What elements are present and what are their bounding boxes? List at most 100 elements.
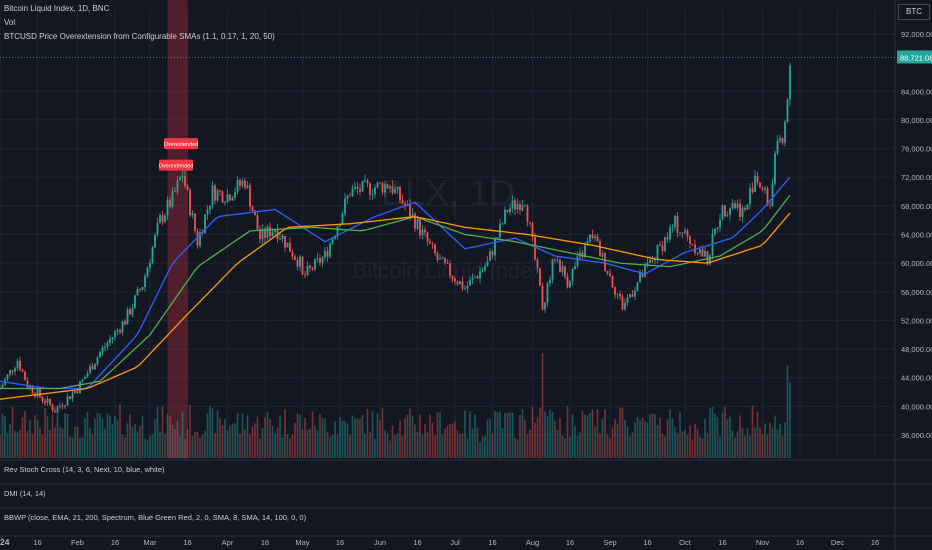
candle[interactable] xyxy=(241,180,244,186)
candle[interactable] xyxy=(461,281,464,289)
candle[interactable] xyxy=(244,180,246,188)
candle[interactable] xyxy=(689,236,691,244)
candle[interactable] xyxy=(94,364,96,370)
candle[interactable] xyxy=(674,215,676,227)
candle[interactable] xyxy=(264,228,266,238)
candle[interactable] xyxy=(334,235,336,239)
candle[interactable] xyxy=(314,258,316,270)
candle[interactable] xyxy=(111,337,114,340)
candle[interactable] xyxy=(76,390,79,394)
candle[interactable] xyxy=(581,252,584,258)
candle[interactable] xyxy=(414,213,416,229)
candle[interactable] xyxy=(629,294,631,298)
candle[interactable] xyxy=(351,188,354,196)
candle[interactable] xyxy=(69,396,71,400)
candle[interactable] xyxy=(759,182,761,188)
candle[interactable] xyxy=(449,263,451,276)
candle[interactable] xyxy=(99,352,101,358)
candle[interactable] xyxy=(89,366,91,374)
candle[interactable] xyxy=(1,384,4,389)
candle[interactable] xyxy=(429,241,431,244)
candle[interactable] xyxy=(279,238,281,240)
candle[interactable] xyxy=(411,213,414,217)
candle[interactable] xyxy=(756,175,759,183)
candle[interactable] xyxy=(521,205,524,211)
candle[interactable] xyxy=(396,186,399,189)
candle[interactable] xyxy=(519,203,521,211)
candle[interactable] xyxy=(21,369,24,372)
candle[interactable] xyxy=(431,243,434,245)
candle[interactable] xyxy=(454,278,456,282)
candle[interactable] xyxy=(589,234,591,242)
candle[interactable] xyxy=(266,226,269,238)
candle[interactable] xyxy=(681,232,684,234)
candle[interactable] xyxy=(221,191,224,203)
candle[interactable] xyxy=(306,265,309,276)
candle[interactable] xyxy=(14,368,16,372)
candle[interactable] xyxy=(764,188,766,190)
candle[interactable] xyxy=(456,281,459,285)
candle[interactable] xyxy=(199,231,201,246)
candle[interactable] xyxy=(434,244,436,254)
candle[interactable] xyxy=(491,251,494,256)
candle[interactable] xyxy=(641,272,644,277)
candle[interactable] xyxy=(704,251,706,257)
candle[interactable] xyxy=(451,275,454,279)
candle[interactable] xyxy=(236,180,239,193)
candle[interactable] xyxy=(384,184,386,193)
candle[interactable] xyxy=(369,183,371,196)
candle[interactable] xyxy=(611,275,614,288)
candle[interactable] xyxy=(331,238,334,244)
candle[interactable] xyxy=(556,260,559,262)
candle[interactable] xyxy=(299,256,301,267)
candle[interactable] xyxy=(154,234,156,248)
candle[interactable] xyxy=(559,260,561,273)
candle[interactable] xyxy=(399,186,401,201)
candle[interactable] xyxy=(671,226,674,228)
candle[interactable] xyxy=(536,259,539,269)
candle[interactable] xyxy=(214,185,216,201)
candle[interactable] xyxy=(659,244,661,246)
candle[interactable] xyxy=(141,287,144,290)
candle[interactable] xyxy=(224,202,226,204)
candle[interactable] xyxy=(621,296,624,310)
candle[interactable] xyxy=(561,266,564,273)
candle[interactable] xyxy=(114,331,116,338)
candle[interactable] xyxy=(714,228,716,234)
candle[interactable] xyxy=(446,263,449,264)
candle[interactable] xyxy=(44,400,46,404)
candle[interactable] xyxy=(741,207,744,217)
candle[interactable] xyxy=(719,219,721,228)
candle[interactable] xyxy=(359,188,361,192)
candle[interactable] xyxy=(319,258,321,264)
candle[interactable] xyxy=(29,386,31,388)
candle[interactable] xyxy=(724,205,726,217)
candle[interactable] xyxy=(666,237,669,240)
candle[interactable] xyxy=(441,257,444,259)
candle[interactable] xyxy=(126,309,129,325)
candle[interactable] xyxy=(596,236,599,242)
candle[interactable] xyxy=(39,389,41,397)
candle[interactable] xyxy=(419,219,421,236)
candle[interactable] xyxy=(594,236,596,239)
candle[interactable] xyxy=(56,406,59,413)
candle[interactable] xyxy=(269,226,271,237)
dmi-pane-label[interactable]: DMI (14, 14) xyxy=(4,489,46,498)
candle[interactable] xyxy=(584,245,586,258)
candle[interactable] xyxy=(161,215,164,222)
candle[interactable] xyxy=(151,247,154,263)
candle[interactable] xyxy=(421,229,424,236)
candle[interactable] xyxy=(669,227,671,240)
candle[interactable] xyxy=(569,281,571,288)
candle[interactable] xyxy=(64,405,66,407)
candle[interactable] xyxy=(549,279,551,284)
candle[interactable] xyxy=(631,294,634,297)
candle[interactable] xyxy=(144,276,146,288)
candle[interactable] xyxy=(234,192,236,198)
candle[interactable] xyxy=(109,339,111,344)
candle[interactable] xyxy=(686,230,689,237)
candle[interactable] xyxy=(186,185,189,190)
candle[interactable] xyxy=(511,200,514,209)
candle[interactable] xyxy=(541,285,544,310)
